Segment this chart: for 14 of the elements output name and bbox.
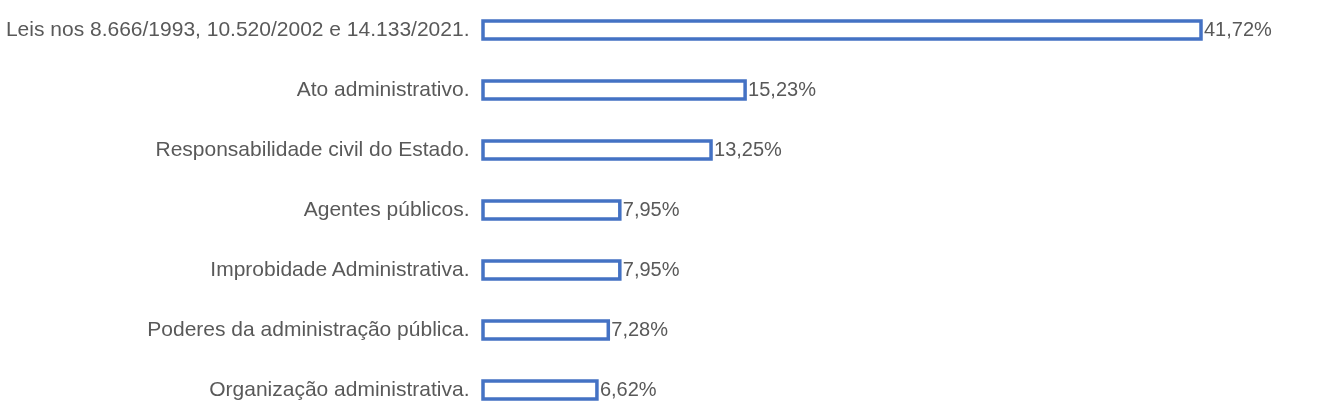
y-tick-label: Ato administrativo.: [296, 77, 470, 100]
y-tick-label: Organização administrativa.: [209, 377, 470, 400]
y-tick-label: Improbidade Administrativa.: [210, 257, 470, 280]
y-tick-label: Responsabilidade civil do Estado.: [155, 137, 470, 160]
data-label: 7,28%: [611, 318, 669, 340]
data-label: 7,95%: [622, 258, 680, 280]
y-tick-label: Poderes da administração pública.: [147, 317, 470, 340]
data-label: 13,25%: [714, 138, 783, 160]
data-label: 15,23%: [748, 78, 817, 100]
y-tick-label: Leis nos 8.666/1993, 10.520/2002 e 14.133/2021.: [5, 17, 470, 40]
data-label: 7,95%: [622, 198, 680, 220]
y-tick-label: Agentes públicos.: [303, 197, 470, 220]
data-label: 6,62%: [599, 378, 657, 400]
data-label: 41,72%: [1204, 18, 1273, 40]
